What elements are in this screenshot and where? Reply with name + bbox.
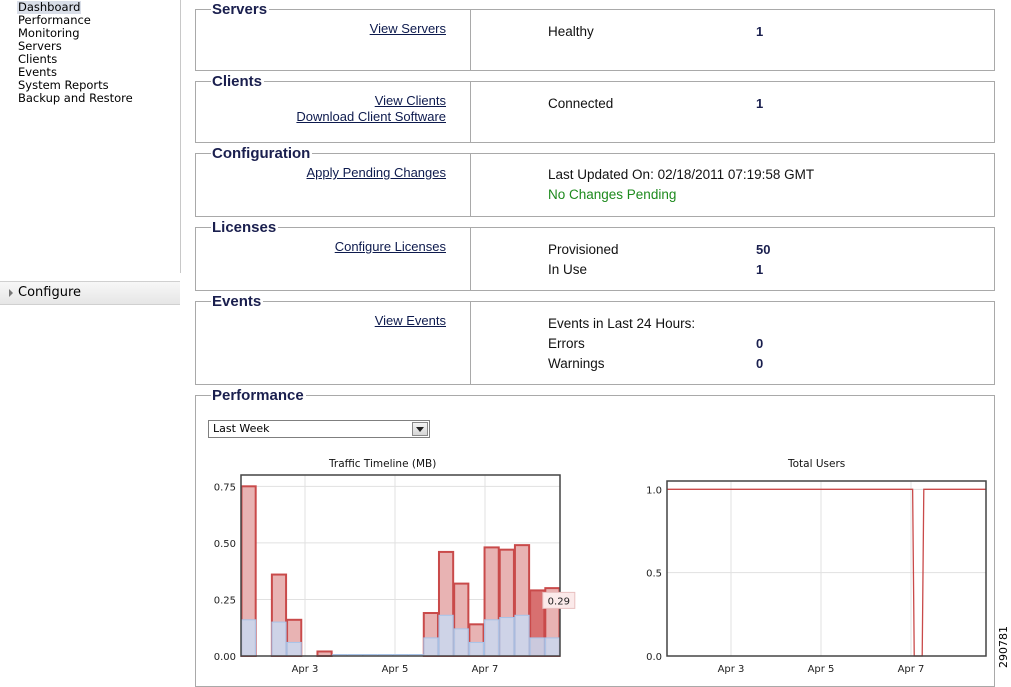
traffic-secondary-bar xyxy=(438,614,454,657)
section-divider xyxy=(470,82,471,142)
section-divider xyxy=(470,302,471,384)
tooltip-box xyxy=(542,591,576,609)
x-tick-label: Apr 3 xyxy=(292,664,319,675)
section-divider xyxy=(470,154,471,216)
traffic-secondary-bar xyxy=(286,641,302,657)
warnings-label: Warnings xyxy=(548,356,605,371)
traffic-secondary-bar xyxy=(529,637,545,657)
view-servers-link[interactable]: View Servers xyxy=(369,21,446,36)
section-divider xyxy=(470,10,471,70)
traffic-secondary-bar xyxy=(453,628,469,657)
errors-label: Errors xyxy=(548,336,585,351)
pending-status-text: No Changes Pending xyxy=(548,187,677,202)
plot-frame xyxy=(240,474,561,657)
healthy-value: 1 xyxy=(756,24,764,39)
events-section: Events View Events Events in Last 24 Hou… xyxy=(195,293,995,385)
y-tick-label: 0.25 xyxy=(214,595,236,606)
sidebar-nav-panel: Dashboard Performance Monitoring Servers… xyxy=(0,0,181,273)
in-use-value: 1 xyxy=(756,262,764,277)
plot-frame xyxy=(666,480,987,657)
traffic-timeline-chart: Apr 3 Apr 5 Apr 7 0.00 0.25 0.50 0.75 0.29 xyxy=(214,474,576,675)
traffic-chart-title: Traffic Timeline (MB) xyxy=(329,458,437,470)
clients-title: Clients xyxy=(211,73,265,91)
dropdown-arrow-icon[interactable] xyxy=(412,422,428,436)
configure-label: Configure xyxy=(18,285,82,300)
connected-value: 1 xyxy=(756,96,764,111)
x-tick-label: Apr 3 xyxy=(718,664,745,675)
in-use-label: In Use xyxy=(548,262,588,277)
figure-id-text: 290781 xyxy=(997,626,1010,668)
connected-label: Connected xyxy=(548,96,614,111)
y-tick-label: 0.50 xyxy=(214,539,236,550)
last-updated-text: Last Updated On: 02/18/2011 07:19:58 GMT xyxy=(548,167,815,182)
traffic-secondary-bar xyxy=(484,619,500,657)
x-tick-label: Apr 5 xyxy=(382,664,409,675)
traffic-secondary-bar xyxy=(423,637,439,657)
download-client-software-link[interactable]: Download Client Software xyxy=(296,109,446,124)
sidebar-item-servers[interactable]: Servers xyxy=(18,39,62,53)
warnings-value: 0 xyxy=(756,356,764,371)
tooltip-value: 0.29 xyxy=(548,596,570,607)
sidebar-item-events[interactable]: Events xyxy=(18,65,57,79)
healthy-label: Healthy xyxy=(548,24,594,39)
users-chart-title: Total Users xyxy=(788,458,846,470)
sidebar-item-backup-restore[interactable]: Backup and Restore xyxy=(18,91,133,105)
y-tick-label: 0.75 xyxy=(214,482,236,493)
servers-title: Servers xyxy=(211,1,270,19)
servers-section: Servers View Servers Healthy 1 xyxy=(195,1,995,71)
traffic-secondary-bar xyxy=(271,621,287,657)
events-title: Events xyxy=(211,293,264,311)
y-tick-label: 0.00 xyxy=(214,652,236,663)
configure-section-toggle[interactable]: Configure xyxy=(0,281,180,305)
performance-title: Performance xyxy=(211,387,306,405)
view-clients-link[interactable]: View Clients xyxy=(374,93,446,108)
licenses-section: Licenses Configure Licenses Provisioned … xyxy=(195,219,995,291)
expand-arrow-icon xyxy=(9,289,13,297)
total-users-chart: Apr 3 Apr 5 Apr 7 0.0 0.5 1.0 xyxy=(646,480,987,675)
clients-section: Clients View Clients Download Client Sof… xyxy=(195,73,995,143)
traffic-secondary-bar xyxy=(499,617,515,657)
sidebar-item-system-reports[interactable]: System Reports xyxy=(18,78,109,92)
configuration-title: Configuration xyxy=(211,145,313,163)
provisioned-label: Provisioned xyxy=(548,242,619,257)
view-events-link[interactable]: View Events xyxy=(374,313,446,328)
figure-id-label: 290781 xyxy=(997,626,1010,668)
x-tick-label: Apr 7 xyxy=(898,664,925,675)
sidebar-item-clients[interactable]: Clients xyxy=(18,52,58,66)
configuration-section: Configuration Apply Pending Changes Last… xyxy=(195,145,995,217)
traffic-secondary-bar xyxy=(241,619,257,657)
y-tick-label: 0.5 xyxy=(646,569,662,580)
sidebar-item-dashboard[interactable]: Dashboard xyxy=(17,0,82,14)
licenses-title: Licenses xyxy=(211,219,279,237)
sidebar-item-monitoring[interactable]: Monitoring xyxy=(18,26,80,40)
apply-pending-changes-link[interactable]: Apply Pending Changes xyxy=(306,165,447,180)
x-tick-label: Apr 5 xyxy=(808,664,835,675)
time-range-select[interactable]: Last Week xyxy=(208,420,430,438)
sidebar: Dashboard Performance Monitoring Servers… xyxy=(0,0,181,676)
events-heading: Events in Last 24 Hours: xyxy=(548,316,696,331)
sidebar-item-performance[interactable]: Performance xyxy=(18,13,91,27)
configure-licenses-link[interactable]: Configure Licenses xyxy=(334,239,446,254)
y-tick-label: 1.0 xyxy=(646,485,662,496)
traffic-secondary-bar xyxy=(514,614,530,657)
traffic-secondary-bar xyxy=(544,637,560,657)
provisioned-value: 50 xyxy=(756,242,771,257)
section-divider xyxy=(470,228,471,290)
x-tick-label: Apr 7 xyxy=(472,664,499,675)
traffic-secondary-bar xyxy=(468,641,485,657)
time-range-value: Last Week xyxy=(213,422,270,435)
errors-value: 0 xyxy=(756,336,764,351)
plot-area xyxy=(667,481,986,656)
y-tick-label: 0.0 xyxy=(646,652,662,663)
